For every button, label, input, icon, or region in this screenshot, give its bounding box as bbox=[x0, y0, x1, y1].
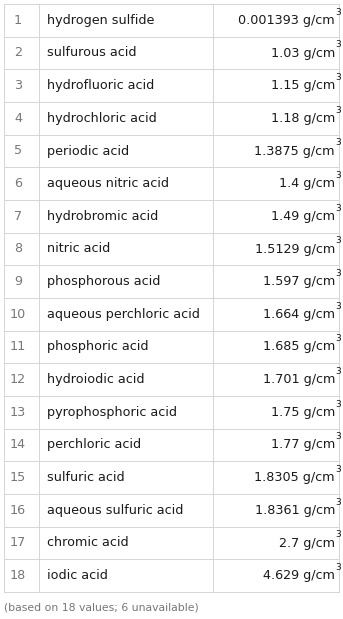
Bar bbox=[4, 298, 339, 331]
Text: hydrogen sulfide: hydrogen sulfide bbox=[47, 14, 155, 27]
Text: perchloric acid: perchloric acid bbox=[47, 438, 142, 451]
Text: sulfurous acid: sulfurous acid bbox=[47, 46, 137, 59]
Text: 1.8361 g/cm: 1.8361 g/cm bbox=[255, 504, 335, 517]
Text: phosphorous acid: phosphorous acid bbox=[47, 275, 161, 288]
Bar bbox=[4, 363, 339, 396]
Text: 0.001393 g/cm: 0.001393 g/cm bbox=[238, 14, 335, 27]
Text: 11: 11 bbox=[10, 340, 26, 353]
Text: 6: 6 bbox=[14, 177, 22, 190]
Text: 1.8305 g/cm: 1.8305 g/cm bbox=[255, 471, 335, 484]
Bar bbox=[4, 331, 339, 363]
Text: hydrochloric acid: hydrochloric acid bbox=[47, 112, 157, 125]
Text: hydrofluoric acid: hydrofluoric acid bbox=[47, 79, 155, 92]
Text: periodic acid: periodic acid bbox=[47, 144, 130, 157]
Bar bbox=[4, 102, 339, 135]
Bar bbox=[4, 233, 339, 266]
Text: 3: 3 bbox=[335, 530, 341, 539]
Text: aqueous perchloric acid: aqueous perchloric acid bbox=[47, 308, 200, 321]
Text: 7: 7 bbox=[14, 210, 22, 223]
Text: 1.15 g/cm: 1.15 g/cm bbox=[271, 79, 335, 92]
Text: 3: 3 bbox=[335, 171, 341, 180]
Text: 3: 3 bbox=[335, 400, 341, 409]
Text: 1.18 g/cm: 1.18 g/cm bbox=[271, 112, 335, 125]
Text: chromic acid: chromic acid bbox=[47, 537, 129, 550]
Text: 13: 13 bbox=[10, 406, 26, 419]
Bar bbox=[4, 200, 339, 233]
Text: 18: 18 bbox=[10, 569, 26, 582]
Text: 3: 3 bbox=[335, 106, 341, 115]
Text: 9: 9 bbox=[14, 275, 22, 288]
Text: 3: 3 bbox=[335, 563, 341, 572]
Text: 2.7 g/cm: 2.7 g/cm bbox=[279, 537, 335, 550]
Text: 3: 3 bbox=[335, 301, 341, 311]
Text: aqueous sulfuric acid: aqueous sulfuric acid bbox=[47, 504, 184, 517]
Text: 1.03 g/cm: 1.03 g/cm bbox=[271, 46, 335, 59]
Text: 2: 2 bbox=[14, 46, 22, 59]
Bar bbox=[4, 527, 339, 560]
Text: 3: 3 bbox=[335, 138, 341, 147]
Text: 1.75 g/cm: 1.75 g/cm bbox=[271, 406, 335, 419]
Text: 3: 3 bbox=[335, 465, 341, 474]
Bar bbox=[4, 135, 339, 167]
Text: 3: 3 bbox=[14, 79, 22, 92]
Text: 1.685 g/cm: 1.685 g/cm bbox=[263, 340, 335, 353]
Text: 3: 3 bbox=[335, 40, 341, 50]
Text: 8: 8 bbox=[14, 243, 22, 256]
Bar bbox=[4, 396, 339, 429]
Text: 3: 3 bbox=[335, 432, 341, 441]
Text: 3: 3 bbox=[335, 236, 341, 245]
Bar bbox=[4, 167, 339, 200]
Text: 10: 10 bbox=[10, 308, 26, 321]
Bar bbox=[4, 69, 339, 102]
Text: 15: 15 bbox=[10, 471, 26, 484]
Text: phosphoric acid: phosphoric acid bbox=[47, 340, 149, 353]
Text: 1.664 g/cm: 1.664 g/cm bbox=[263, 308, 335, 321]
Text: 17: 17 bbox=[10, 537, 26, 550]
Text: 3: 3 bbox=[335, 7, 341, 17]
Text: pyrophosphoric acid: pyrophosphoric acid bbox=[47, 406, 177, 419]
Text: 16: 16 bbox=[10, 504, 26, 517]
Text: 3: 3 bbox=[335, 367, 341, 376]
Bar bbox=[4, 266, 339, 298]
Text: 1.49 g/cm: 1.49 g/cm bbox=[271, 210, 335, 223]
Text: 1.3875 g/cm: 1.3875 g/cm bbox=[255, 144, 335, 157]
Text: 1.77 g/cm: 1.77 g/cm bbox=[271, 438, 335, 451]
Text: 3: 3 bbox=[335, 269, 341, 278]
Text: 1.4 g/cm: 1.4 g/cm bbox=[279, 177, 335, 190]
Text: aqueous nitric acid: aqueous nitric acid bbox=[47, 177, 169, 190]
Text: 12: 12 bbox=[10, 373, 26, 386]
Text: 14: 14 bbox=[10, 438, 26, 451]
Text: 3: 3 bbox=[335, 204, 341, 213]
Text: (based on 18 values; 6 unavailable): (based on 18 values; 6 unavailable) bbox=[4, 602, 199, 612]
Bar bbox=[4, 4, 339, 37]
Text: 1.5129 g/cm: 1.5129 g/cm bbox=[255, 243, 335, 256]
Text: sulfuric acid: sulfuric acid bbox=[47, 471, 125, 484]
Bar bbox=[4, 37, 339, 69]
Text: 4.629 g/cm: 4.629 g/cm bbox=[263, 569, 335, 582]
Text: hydrobromic acid: hydrobromic acid bbox=[47, 210, 159, 223]
Bar bbox=[4, 560, 339, 592]
Bar bbox=[4, 461, 339, 494]
Bar bbox=[4, 494, 339, 527]
Text: 5: 5 bbox=[14, 144, 22, 157]
Text: hydroiodic acid: hydroiodic acid bbox=[47, 373, 145, 386]
Text: 1.701 g/cm: 1.701 g/cm bbox=[263, 373, 335, 386]
Text: nitric acid: nitric acid bbox=[47, 243, 111, 256]
Text: 4: 4 bbox=[14, 112, 22, 125]
Text: iodic acid: iodic acid bbox=[47, 569, 108, 582]
Text: 3: 3 bbox=[335, 73, 341, 82]
Text: 3: 3 bbox=[335, 334, 341, 344]
Text: 1: 1 bbox=[14, 14, 22, 27]
Text: 1.597 g/cm: 1.597 g/cm bbox=[263, 275, 335, 288]
Text: 3: 3 bbox=[335, 498, 341, 507]
Bar bbox=[4, 429, 339, 461]
